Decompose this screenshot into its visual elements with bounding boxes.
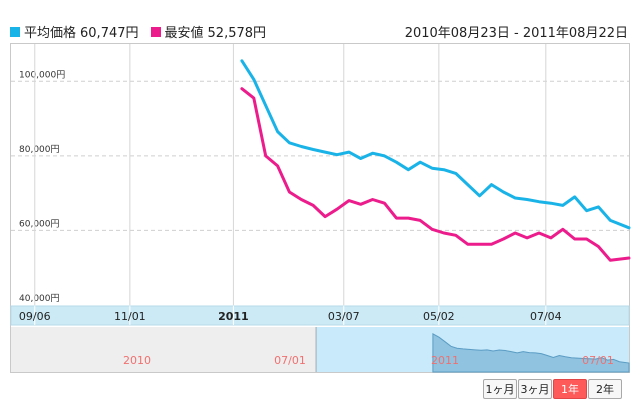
navigator-label: 07/01 bbox=[582, 354, 614, 367]
y-tick-label: 60,000円 bbox=[19, 218, 60, 229]
navigator-mini-series bbox=[432, 333, 630, 373]
legend-item-lowest[interactable]: 最安値 52,578円 bbox=[150, 22, 267, 41]
average-color-swatch bbox=[10, 26, 20, 37]
range-3-month-button[interactable]: 3ヶ月 bbox=[518, 379, 552, 399]
x-tick-label: 2011 bbox=[218, 310, 249, 323]
x-axis-band bbox=[10, 305, 630, 326]
navigator-outside-range bbox=[11, 327, 315, 372]
x-tick-label: 07/04 bbox=[530, 310, 562, 323]
x-tick-label: 05/02 bbox=[423, 310, 455, 323]
x-tick-label: 09/06 bbox=[19, 310, 51, 323]
range-1-month-button[interactable]: 1ヶ月 bbox=[483, 379, 517, 399]
date-range: 2010年08月23日 - 2011年08月22日 bbox=[404, 26, 628, 41]
lowest-color-swatch bbox=[150, 26, 161, 37]
range-selector: 1ヶ月 3ヶ月 1年 2年 bbox=[483, 379, 622, 399]
navigator-label: 2011 bbox=[431, 354, 459, 367]
range-1-year-button[interactable]: 1年 bbox=[553, 379, 587, 399]
average-price-line bbox=[240, 59, 631, 230]
average-value: 60,747円 bbox=[80, 26, 139, 41]
y-tick-label: 40,000円 bbox=[19, 293, 60, 304]
x-tick-label: 03/07 bbox=[328, 310, 360, 323]
legend-item-average[interactable]: 平均価格 60,747円 bbox=[10, 22, 139, 41]
chart-legend: 平均価格 60,747円 最安値 52,578円 bbox=[10, 22, 278, 41]
x-tick-label: 11/01 bbox=[114, 310, 146, 323]
navigator-label: 07/01 bbox=[274, 354, 306, 367]
average-label: 平均価格 bbox=[24, 26, 77, 41]
lowest-value: 52,578円 bbox=[207, 26, 267, 41]
lowest-label: 最安値 bbox=[164, 26, 204, 41]
y-tick-label: 100,000円 bbox=[19, 69, 65, 80]
navigator-label: 2010 bbox=[123, 354, 151, 367]
range-2-year-button[interactable]: 2年 bbox=[588, 379, 622, 399]
y-tick-label: 80,000円 bbox=[19, 144, 60, 155]
chart-frame bbox=[10, 43, 630, 373]
lowest-price-line bbox=[240, 87, 631, 262]
